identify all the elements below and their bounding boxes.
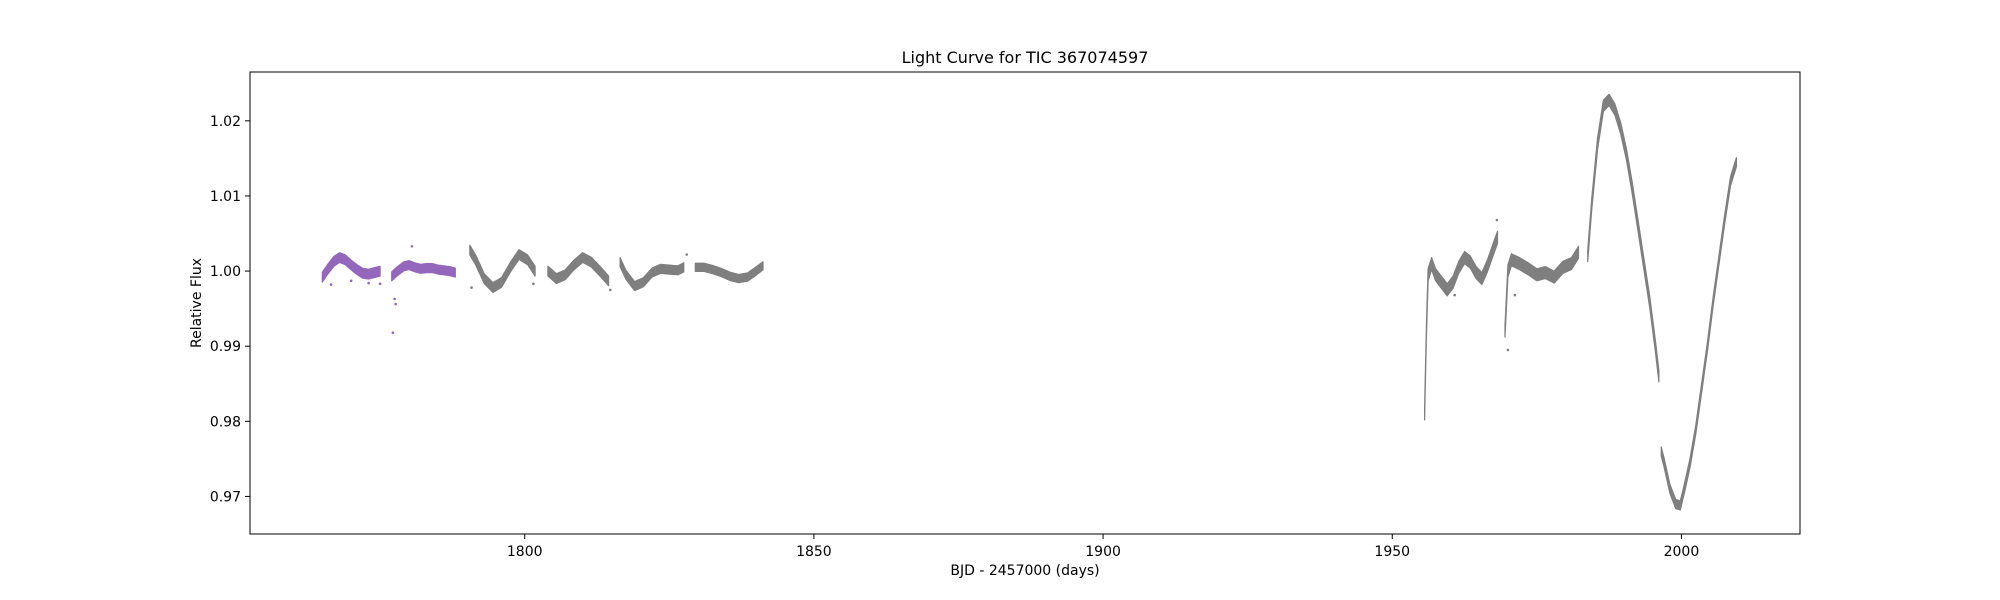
y-tick-label: 1.02 xyxy=(210,114,241,130)
data-point xyxy=(329,283,333,286)
data-point xyxy=(1453,293,1456,297)
data-point xyxy=(532,282,535,286)
data-band-2-4 xyxy=(694,261,764,284)
axes-frame xyxy=(249,71,1801,535)
x-tick-label: 1800 xyxy=(507,544,543,560)
series-1 xyxy=(321,245,456,335)
x-tick-label: 1900 xyxy=(1085,544,1121,560)
data-band-2-3 xyxy=(619,257,685,292)
data-band-1-2 xyxy=(391,260,456,282)
y-tick-label: 0.99 xyxy=(210,339,241,355)
data-point xyxy=(1506,348,1510,352)
data-point xyxy=(393,297,396,301)
plot-area xyxy=(249,71,1801,535)
data-band-2-2 xyxy=(547,252,610,287)
data-point xyxy=(378,282,382,286)
data-point xyxy=(410,245,414,248)
x-tick-label: 1850 xyxy=(796,544,832,560)
data-series xyxy=(321,93,1737,511)
data-point xyxy=(685,253,688,256)
data-point xyxy=(1495,218,1499,222)
data-band-1-1 xyxy=(321,252,381,283)
y-tick-label: 0.98 xyxy=(210,414,241,430)
data-band-2-7 xyxy=(1587,93,1660,383)
series-2 xyxy=(469,93,1737,511)
data-point xyxy=(394,302,398,306)
y-tick-label: 1.01 xyxy=(210,189,241,205)
data-band-2-5 xyxy=(1424,230,1499,421)
y-axis: 0.97 0.98 0.99 1.00 1.01 1.02 xyxy=(210,114,250,505)
data-band-2-8 xyxy=(1660,157,1737,511)
x-axis-label: BJD - 2457000 (days) xyxy=(950,563,1099,579)
data-point xyxy=(367,281,370,285)
y-tick-label: 1.00 xyxy=(210,264,241,280)
data-point xyxy=(470,286,473,289)
data-band-2-6 xyxy=(1504,245,1580,338)
data-point xyxy=(1513,293,1517,297)
y-axis-label: Relative Flux xyxy=(189,258,205,348)
data-point xyxy=(349,279,353,283)
x-tick-label: 2000 xyxy=(1664,544,1700,560)
data-band-2-1 xyxy=(469,244,536,294)
x-tick-label: 1950 xyxy=(1374,544,1410,560)
y-tick-label: 0.97 xyxy=(210,489,241,505)
chart-title: Light Curve for TIC 367074597 xyxy=(902,48,1149,67)
data-point xyxy=(391,331,395,335)
data-point xyxy=(609,288,612,292)
x-axis: 1800 1850 1900 1950 2000 xyxy=(507,534,1699,560)
